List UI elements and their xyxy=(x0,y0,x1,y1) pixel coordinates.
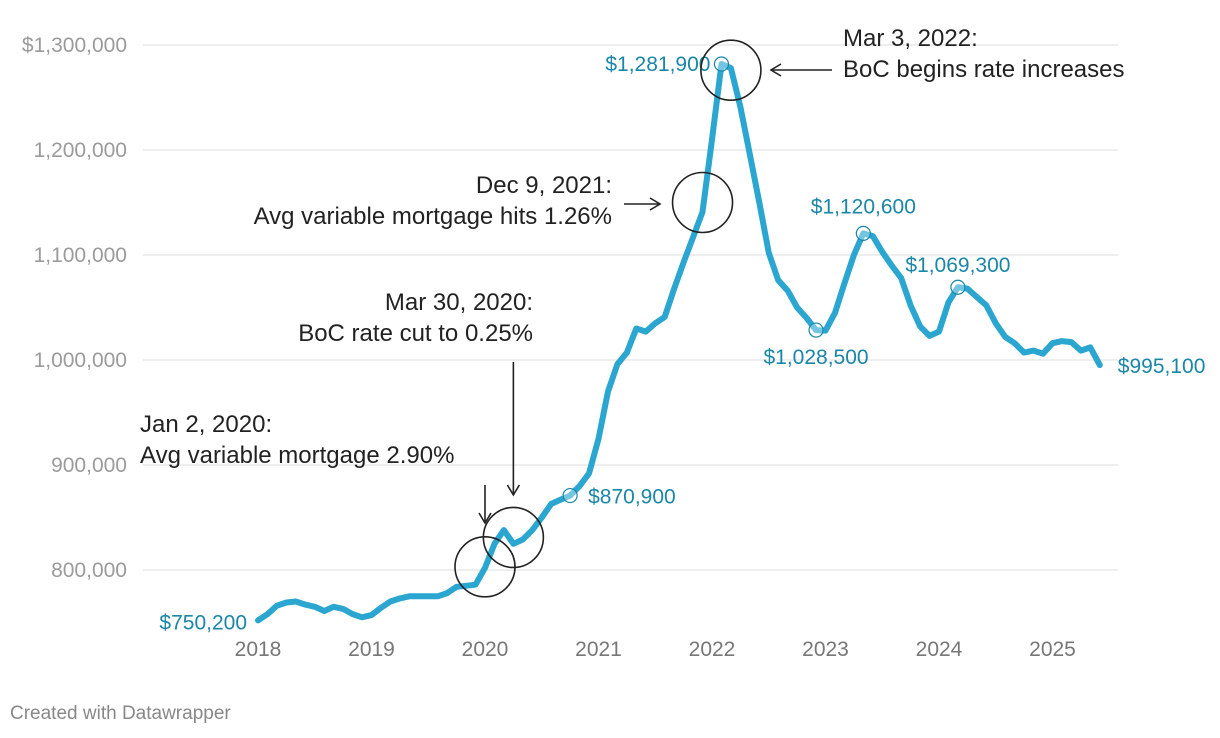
value-label: $1,281,900 xyxy=(605,53,710,76)
annotation-text: Dec 9, 2021: xyxy=(476,172,612,199)
x-tick-label: 2025 xyxy=(1029,638,1076,661)
x-tick-label: 2023 xyxy=(802,638,849,661)
x-axis-tick-labels: 2018 2019 2020 2021 2022 2023 2024 2025 xyxy=(235,638,1076,661)
value-marker xyxy=(808,322,824,338)
annotation-text: Avg variable mortgage 2.90% xyxy=(140,442,454,469)
value-markers xyxy=(562,56,966,504)
value-label: $1,120,600 xyxy=(811,195,916,218)
datawrapper-credit: Created with Datawrapper xyxy=(10,703,231,724)
annotation-text: Mar 30, 2020: xyxy=(385,289,533,316)
annotation-arrow-head xyxy=(478,512,492,525)
x-tick-label: 2019 xyxy=(348,638,395,661)
annotation-arrow-head xyxy=(769,63,782,77)
value-marker xyxy=(950,279,966,295)
y-axis-tick-labels: 800,000 900,000 1,000,000 1,100,000 1,200,00… xyxy=(22,34,127,582)
annotation-text: Avg variable mortgage hits 1.26% xyxy=(254,203,612,230)
annotation-text: Mar 3, 2022: xyxy=(843,25,978,52)
gridlines xyxy=(143,44,1118,571)
y-tick-label: $1,300,000 xyxy=(22,34,127,57)
annotation-arrow-head xyxy=(506,484,521,497)
annotation-arrow-head xyxy=(649,197,662,211)
annotation-circle xyxy=(671,171,734,234)
value-marker xyxy=(713,56,730,72)
value-label: $1,028,500 xyxy=(763,346,868,369)
value-label: $995,100 xyxy=(1118,355,1206,378)
annotation-text: Jan 2, 2020: xyxy=(140,411,272,438)
y-tick-label: 900,000 xyxy=(51,454,127,477)
x-tick-label: 2020 xyxy=(462,638,509,661)
value-labels: $750,200 $870,900 $1,281,900 $1,028,500 $1,1… xyxy=(159,53,1205,634)
x-tick-label: 2018 xyxy=(235,638,282,661)
y-tick-label: 1,100,000 xyxy=(34,244,127,267)
value-marker xyxy=(855,225,871,241)
annotation-text: BoC rate cut to 0.25% xyxy=(298,320,533,347)
annotation: Dec 9, 2021: Avg variable mortgage hits 1… xyxy=(254,171,734,234)
value-marker xyxy=(562,487,578,504)
annotation: Jan 2, 2020: Avg variable mortgage 2.90% xyxy=(140,411,516,598)
annotation: Mar 30, 2020: BoC rate cut to 0.25% xyxy=(298,289,545,569)
annotations: Jan 2, 2020:Avg variable mortgage 2.90%M… xyxy=(140,25,1124,598)
annotation-circle xyxy=(700,39,762,101)
series-line-group xyxy=(255,61,1103,624)
y-tick-label: 800,000 xyxy=(51,559,127,582)
value-label: $1,069,300 xyxy=(905,254,1010,277)
annotation-text: BoC begins rate increases xyxy=(843,56,1124,83)
annotation: Mar 3, 2022: BoC begins rate increases xyxy=(700,25,1124,101)
y-tick-label: 1,000,000 xyxy=(34,349,127,372)
value-label: $870,900 xyxy=(588,486,676,509)
x-tick-label: 2022 xyxy=(689,638,736,661)
x-tick-label: 2024 xyxy=(916,638,963,661)
x-tick-label: 2021 xyxy=(575,638,622,661)
value-label: $750,200 xyxy=(159,611,247,634)
annotation-circle xyxy=(482,506,545,569)
y-tick-label: 1,200,000 xyxy=(34,139,127,162)
series-line xyxy=(255,61,1103,624)
